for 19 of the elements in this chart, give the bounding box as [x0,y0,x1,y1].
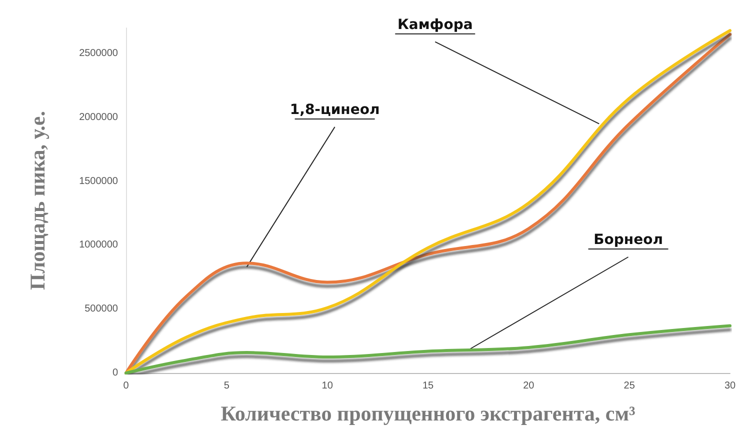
annotation: Камфора [397,16,473,33]
y-tick-label: 1000000 [79,240,118,251]
x-tick-label: 15 [422,380,434,392]
y-tick-label: 2500000 [79,48,118,60]
annotation: 1,8-цинеол [290,102,380,118]
line-series [124,324,732,374]
x-tick-label: 5 [224,380,230,392]
y-axis-title: Площадь пика, у.е. [26,110,50,290]
x-tick-label: 25 [624,380,636,392]
y-tick-label: 0 [112,368,118,378]
y-tick-label: 2000000 [79,112,118,123]
x-axis-title: Количество пропущенного экстрагента, см³ [220,402,636,426]
x-tick-label: 10 [322,380,334,392]
y-tick-label: 500000 [84,304,118,315]
x-tick-label: 0 [123,380,130,392]
y-tick-label: 1500000 [79,176,118,187]
annotation: Борнеол [594,232,663,248]
x-tick-label: 30 [724,380,736,392]
x-tick-label: 20 [523,380,535,392]
